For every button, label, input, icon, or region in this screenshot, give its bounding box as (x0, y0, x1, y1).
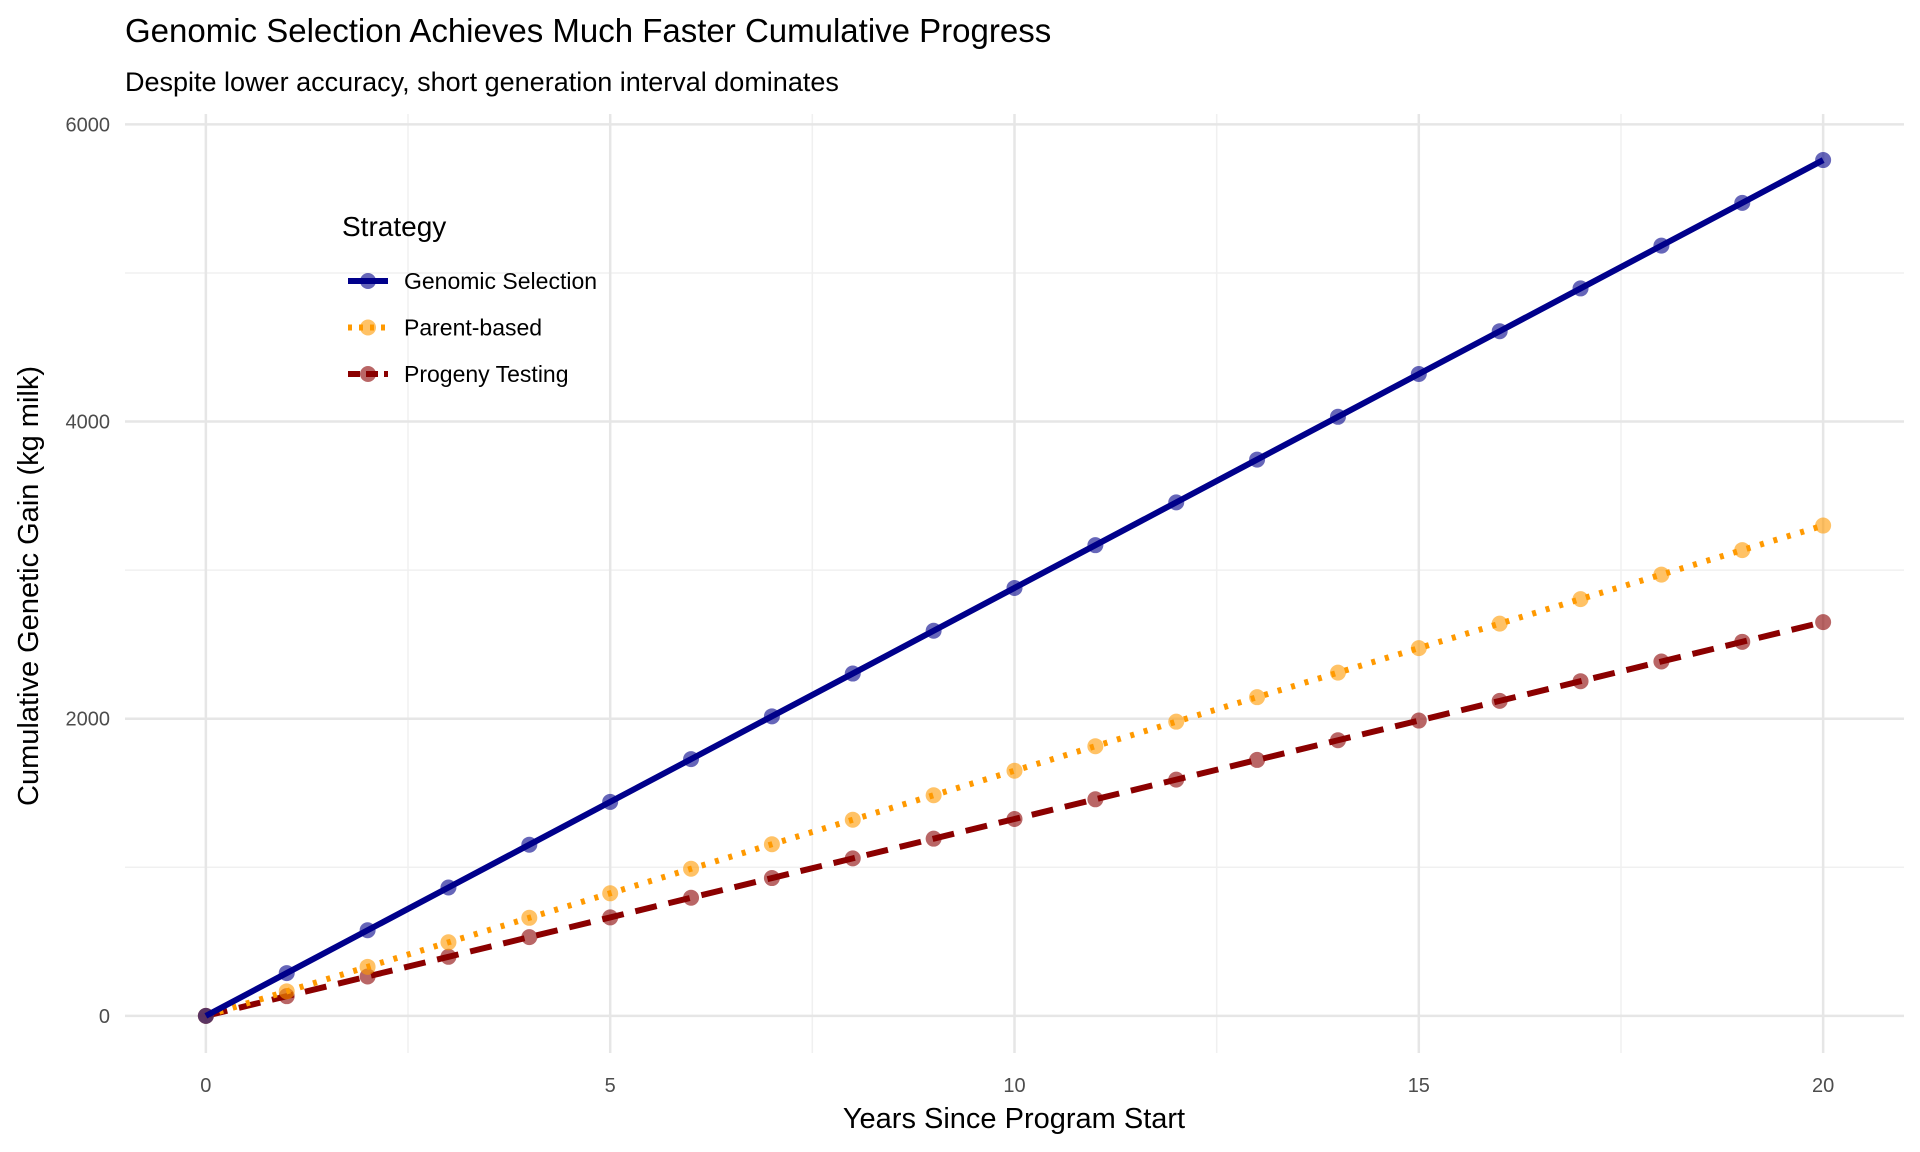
data-point-genomic-selection (521, 836, 538, 853)
data-point-genomic-selection (683, 751, 700, 768)
data-point-parent-based (763, 836, 780, 853)
data-point-genomic-selection (1006, 579, 1023, 596)
data-point-parent-based (359, 958, 376, 975)
x-tick-label: 5 (605, 1075, 616, 1097)
data-point-parent-based (521, 909, 538, 926)
data-point-genomic-selection (1815, 152, 1832, 169)
x-axis-title: Years Since Program Start (843, 1103, 1185, 1135)
data-point-genomic-selection (359, 922, 376, 939)
data-point-parent-based (1734, 542, 1751, 559)
data-point-progeny-testing (1734, 633, 1751, 650)
data-point-progeny-testing (925, 830, 942, 847)
data-point-progeny-testing (683, 889, 700, 906)
data-point-genomic-selection (440, 879, 457, 896)
data-point-progeny-testing (1006, 810, 1023, 827)
series-layer (197, 152, 1832, 1024)
data-point-genomic-selection (1572, 280, 1589, 297)
data-point-parent-based (440, 934, 457, 951)
data-point-parent-based (1087, 738, 1104, 755)
data-point-progeny-testing (1815, 614, 1832, 631)
y-tick-label: 0 (99, 1006, 110, 1028)
x-tick-label: 10 (1003, 1075, 1025, 1097)
data-point-parent-based (1006, 762, 1023, 779)
data-point-progeny-testing (1329, 732, 1346, 749)
data-point-progeny-testing (1087, 791, 1104, 808)
data-point-parent-based (1410, 640, 1427, 657)
data-point-progeny-testing (1491, 692, 1508, 709)
legend-label-progeny-testing: Progeny Testing (404, 361, 569, 387)
legend-key-point-progeny-testing (360, 366, 376, 382)
chart-title: Genomic Selection Achieves Much Faster C… (125, 12, 1051, 49)
data-point-parent-based (602, 885, 619, 902)
grid (125, 114, 1904, 1053)
legend-label-parent-based: Parent-based (404, 315, 542, 341)
data-point-progeny-testing (440, 948, 457, 965)
data-point-parent-based (1572, 591, 1589, 608)
data-point-parent-based (1329, 664, 1346, 681)
data-point-genomic-selection (1491, 323, 1508, 340)
data-point-parent-based (844, 811, 861, 828)
series-line-parent-based (204, 522, 1825, 1019)
data-point-parent-based (278, 983, 295, 1000)
data-point-progeny-testing (763, 870, 780, 887)
data-point-parent-based (1491, 615, 1508, 632)
data-point-progeny-testing (1653, 653, 1670, 670)
x-tick-label: 20 (1812, 1075, 1834, 1097)
data-point-parent-based (683, 860, 700, 877)
legend: Strategy Genomic Selection Parent-based Pr… (342, 211, 597, 387)
data-point-genomic-selection (844, 665, 861, 682)
y-tick-label: 4000 (66, 412, 111, 434)
legend-title: Strategy (342, 211, 446, 242)
data-point-genomic-selection (1653, 237, 1670, 254)
data-point-genomic-selection (602, 793, 619, 810)
data-point-genomic-selection (197, 1007, 214, 1024)
data-point-parent-based (925, 787, 942, 804)
data-point-genomic-selection (1329, 408, 1346, 425)
x-tick-label: 0 (200, 1075, 211, 1097)
data-point-parent-based (1168, 713, 1185, 730)
legend-label-genomic-selection: Genomic Selection (404, 268, 597, 294)
data-point-parent-based (1249, 689, 1266, 706)
data-point-progeny-testing (1249, 751, 1266, 768)
data-point-genomic-selection (1249, 451, 1266, 468)
data-point-progeny-testing (1572, 673, 1589, 690)
y-tick-label: 6000 (66, 114, 111, 136)
y-tick-label: 2000 (66, 709, 111, 731)
data-point-genomic-selection (1087, 537, 1104, 554)
data-point-progeny-testing (1168, 771, 1185, 788)
chart-subtitle: Despite lower accuracy, short generation… (125, 67, 839, 97)
x-tick-label: 15 (1408, 1075, 1430, 1097)
y-axis-ticks: 0 2000 4000 6000 (66, 114, 111, 1027)
legend-key-point-parent-based (360, 319, 376, 336)
data-point-genomic-selection (1168, 494, 1185, 511)
data-point-parent-based (1653, 566, 1670, 583)
data-point-parent-based (1815, 517, 1832, 534)
data-point-progeny-testing (602, 909, 619, 926)
data-point-genomic-selection (1734, 194, 1751, 211)
data-point-genomic-selection (278, 965, 295, 982)
data-point-progeny-testing (521, 929, 538, 946)
data-point-genomic-selection (763, 708, 780, 725)
data-point-genomic-selection (925, 622, 942, 639)
data-point-genomic-selection (1410, 366, 1427, 383)
x-axis-ticks: 0 5 10 15 20 (200, 1075, 1834, 1097)
data-point-progeny-testing (1410, 712, 1427, 729)
data-point-progeny-testing (844, 850, 861, 867)
legend-key-point-genomic-selection (360, 273, 376, 289)
y-axis-title: Cumulative Genetic Gain (kg milk) (13, 366, 45, 806)
